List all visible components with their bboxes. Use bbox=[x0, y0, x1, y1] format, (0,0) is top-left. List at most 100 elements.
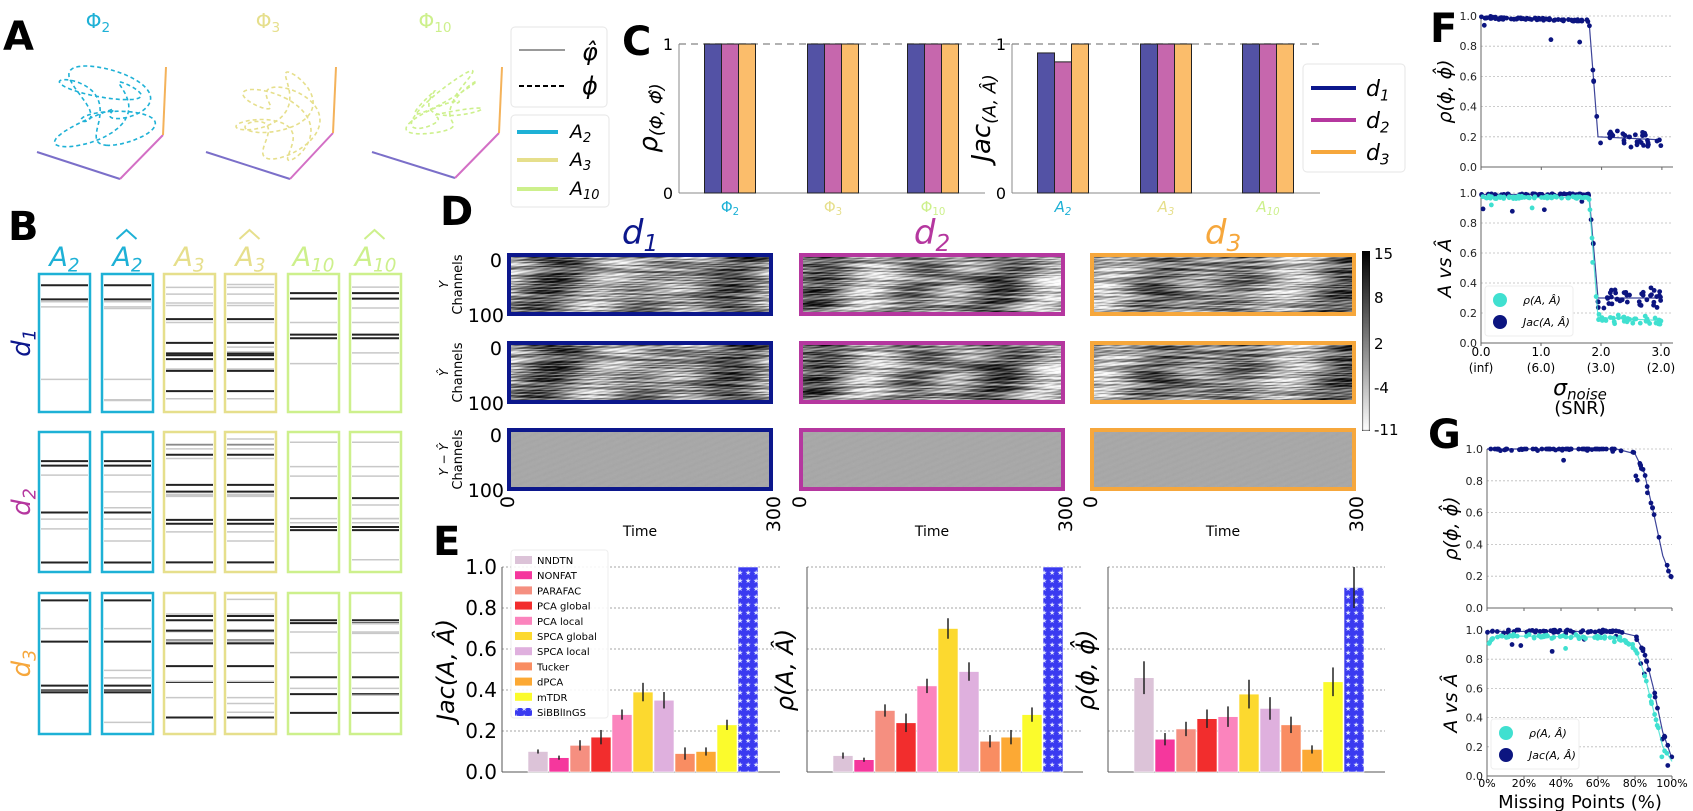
bar-parafac bbox=[874, 710, 896, 773]
bar-pca-local bbox=[916, 685, 938, 773]
legend-label: mTDR bbox=[537, 693, 568, 704]
x-tick-label: 300 bbox=[1055, 496, 1077, 532]
loading-matrix bbox=[223, 591, 278, 736]
label-base: A bbox=[1157, 198, 1168, 216]
loading-matrix bbox=[348, 591, 403, 736]
data-point bbox=[1479, 14, 1484, 20]
y-tick-label: 0.0 bbox=[465, 760, 497, 784]
row-label: d1 bbox=[7, 329, 40, 357]
label-base: ρ bbox=[634, 136, 664, 153]
label-subscript: 2 bbox=[68, 256, 80, 277]
legend-swatch bbox=[515, 632, 532, 640]
matrix-frame bbox=[348, 272, 403, 414]
data-point bbox=[1657, 321, 1663, 327]
trajectory-plot-0: Φ2 bbox=[36, 9, 167, 180]
data-point bbox=[1481, 22, 1487, 28]
chart-F-bottom: 0.0 0.2 0.4 0.6 0.8 1.0 A vs Â 0.0 (inf) 1.0 (6.0)… bbox=[1433, 187, 1675, 375]
bar-mtdr bbox=[1021, 714, 1043, 773]
row-label: d2 bbox=[7, 488, 40, 516]
data-point bbox=[1628, 144, 1634, 150]
bar-d2 bbox=[824, 43, 842, 194]
legend-label: A2 bbox=[568, 121, 591, 146]
data-point bbox=[1621, 290, 1627, 296]
axis-y bbox=[119, 134, 164, 180]
axis-x bbox=[205, 151, 291, 180]
y-axis-label: Jac(A, Â) bbox=[967, 74, 1000, 166]
label-base: d bbox=[622, 213, 644, 253]
label-subscript: 10 bbox=[434, 20, 451, 36]
mean-curve bbox=[1487, 630, 1673, 759]
panel-label-G: G bbox=[1428, 412, 1461, 458]
x-tick-label: Φ10 bbox=[921, 198, 946, 218]
legend-label: Jac(A, Â) bbox=[1527, 749, 1576, 762]
data-point bbox=[1633, 473, 1639, 479]
axis-y bbox=[289, 132, 334, 180]
matrix-frame bbox=[100, 591, 155, 736]
data-point bbox=[1609, 301, 1615, 307]
heatmap-d1-Y bbox=[507, 253, 773, 316]
legend-swatch bbox=[515, 586, 532, 595]
data-point bbox=[1634, 142, 1640, 148]
loading-matrix bbox=[162, 591, 217, 736]
legend-swatch bbox=[515, 616, 532, 625]
legend-label: A10 bbox=[568, 178, 599, 203]
label-subscript: 2 bbox=[1065, 207, 1071, 218]
bar-d1 bbox=[807, 43, 825, 194]
legend-label: SPCA local bbox=[537, 647, 590, 658]
label-base: d bbox=[1366, 141, 1381, 166]
data-point bbox=[1630, 320, 1636, 326]
colorbar-tick-label: 15 bbox=[1374, 245, 1393, 263]
data-point bbox=[1642, 313, 1648, 319]
data-point bbox=[1640, 292, 1646, 298]
y-tick-label: 0.4 bbox=[1460, 101, 1478, 114]
matrix-frame bbox=[37, 430, 92, 574]
row-variable-label: Y − Ŷ bbox=[436, 442, 451, 476]
label-base: Φ bbox=[256, 9, 272, 33]
axis-z bbox=[498, 66, 503, 134]
mean-curve bbox=[1486, 635, 1673, 762]
legend-label: NNDTN bbox=[537, 556, 573, 567]
y-tick-label: 0 bbox=[996, 184, 1006, 203]
bar-d2 bbox=[1259, 43, 1277, 194]
data-point bbox=[1609, 287, 1614, 293]
label-subscript: 1 bbox=[20, 329, 40, 340]
data-point bbox=[1614, 128, 1620, 134]
y-tick-label: 0.0 bbox=[1460, 337, 1478, 350]
data-point bbox=[1499, 16, 1505, 22]
legend-swatch bbox=[515, 556, 532, 564]
loading-matrix bbox=[223, 272, 278, 414]
colorbar-tick-label: 8 bbox=[1374, 289, 1384, 307]
x-tick-label: A2 bbox=[1054, 198, 1072, 218]
matrix-frame bbox=[286, 430, 341, 574]
bar-d2 bbox=[924, 43, 942, 194]
matrix-frame bbox=[37, 272, 92, 414]
label-subscript: 2 bbox=[1380, 118, 1390, 136]
data-point bbox=[1659, 754, 1665, 760]
loading-matrix bbox=[223, 430, 278, 574]
label-subscript: 3 bbox=[193, 256, 205, 277]
bar-d1 bbox=[1037, 52, 1055, 194]
column-title: d2 bbox=[914, 213, 950, 257]
data-point bbox=[1596, 317, 1601, 323]
label-base: Jac bbox=[967, 124, 997, 167]
loading-matrix bbox=[37, 272, 92, 414]
data-point bbox=[1488, 202, 1494, 208]
data-point bbox=[1480, 194, 1486, 200]
data-point bbox=[1516, 195, 1522, 201]
data-point bbox=[1609, 131, 1615, 137]
chart-E-jac: Jac(A, Â) bbox=[431, 566, 780, 773]
bar-sibblings bbox=[1343, 587, 1365, 773]
colorbar-tick-label: 2 bbox=[1374, 335, 1384, 353]
y-tick-label: 0.0 bbox=[1460, 161, 1478, 174]
label-subscript: 1 bbox=[643, 231, 658, 257]
y-tick-label: 0.6 bbox=[1466, 682, 1484, 695]
label-base: d bbox=[1366, 109, 1381, 134]
data-point bbox=[1658, 143, 1664, 149]
y-tick-label: 0.0 bbox=[1466, 602, 1484, 615]
data-point bbox=[1651, 302, 1656, 308]
data-point bbox=[1489, 194, 1494, 200]
y-axis-label: A vs Â bbox=[1433, 238, 1456, 299]
label-subscript: 3 bbox=[1226, 231, 1241, 257]
mean-curve bbox=[1487, 448, 1673, 580]
